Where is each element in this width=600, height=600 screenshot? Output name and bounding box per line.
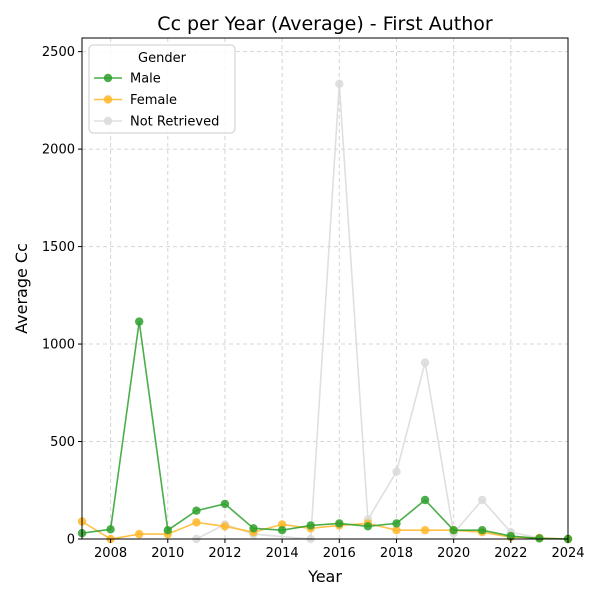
data-point-not-retrieved: [335, 79, 344, 89]
data-point-male: [420, 495, 430, 505]
y-tick-label: 1500: [42, 240, 75, 255]
data-point-female: [392, 526, 401, 535]
legend-item-not-retrieved: Not Retrieved: [94, 115, 219, 130]
data-point-female: [135, 529, 144, 539]
data-point-male: [335, 519, 344, 528]
legend: Gender Male Female Not Retrieved: [88, 44, 236, 134]
legend-box: [88, 44, 236, 134]
legend-swatch-marker: [103, 116, 113, 126]
data-point-female: [277, 520, 287, 529]
data-point-male: [535, 534, 544, 543]
data-point-male: [106, 525, 115, 534]
x-tick-label: 2020: [437, 546, 470, 561]
x-tick-label: 2010: [151, 546, 184, 561]
data-point-male: [277, 526, 287, 535]
data-point-male: [363, 522, 373, 531]
legend-label: Not Retrieved: [130, 115, 219, 130]
data-point-male: [506, 531, 515, 541]
legend-label: Female: [130, 93, 177, 108]
data-point-male: [135, 317, 144, 326]
x-tick-label: 2016: [323, 546, 356, 561]
data-point-male: [163, 526, 172, 535]
data-point-female: [192, 518, 201, 527]
data-point-male: [478, 526, 487, 535]
data-point-male: [192, 506, 201, 515]
x-tick-label: 2012: [208, 546, 241, 561]
data-point-female: [220, 522, 230, 531]
data-point-female: [420, 526, 430, 535]
data-point-male: [249, 524, 258, 533]
x-tick-label: 2014: [266, 546, 299, 561]
x-tick-label: 2008: [94, 546, 127, 561]
y-tick-label: 0: [67, 533, 75, 548]
axes: 2008 2010 2012 2014 2016 2018 2020 2022 2024 0 500…: [42, 45, 585, 561]
x-tick-label: 2018: [380, 546, 413, 561]
series-male: [77, 317, 573, 544]
legend-item-female: Female: [94, 93, 177, 108]
y-tick-label: 2000: [42, 143, 75, 158]
data-point-male: [306, 521, 315, 530]
chart-title: Cc per Year (Average) - First Author: [157, 13, 493, 35]
y-tick-label: 500: [50, 435, 75, 450]
data-point-male: [220, 499, 230, 509]
series-layer: [77, 79, 573, 544]
x-tick-label: 2022: [494, 546, 527, 561]
legend-swatch-marker: [103, 95, 113, 104]
legend-item-male: Male: [94, 72, 161, 87]
series-line-female: [81, 520, 569, 540]
series-female: [77, 517, 573, 544]
y-tick-label: 2500: [42, 45, 75, 60]
x-tick-label: 2024: [551, 546, 584, 561]
series-line-male: [81, 321, 569, 540]
y-axis-title: Average Cc: [12, 243, 31, 334]
data-point-male: [449, 526, 458, 535]
x-axis-title: Year: [307, 567, 342, 586]
y-tick-label: 1000: [42, 338, 75, 353]
legend-title: Gender: [138, 51, 187, 66]
data-point-male: [392, 519, 401, 528]
legend-swatch-marker: [103, 73, 113, 83]
data-point-not-retrieved: [420, 358, 430, 367]
legend-label: Male: [130, 72, 161, 87]
series-not-retrieved: [192, 79, 573, 544]
data-point-not-retrieved: [392, 467, 401, 476]
plot-frame: [81, 37, 569, 540]
data-point-not-retrieved: [478, 495, 487, 505]
series-line-not-retrieved: [196, 83, 569, 540]
